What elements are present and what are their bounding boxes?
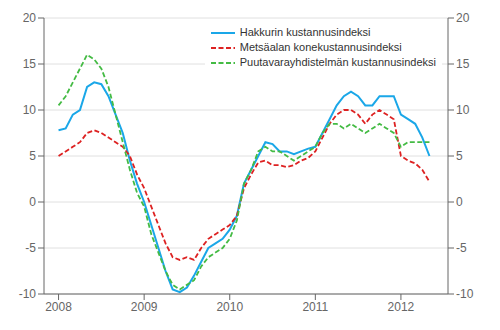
svg-text:15: 15	[23, 57, 37, 71]
svg-text:-5: -5	[456, 241, 467, 255]
svg-text:2009: 2009	[131, 300, 158, 314]
svg-text:0: 0	[29, 195, 36, 209]
html-text:Metsäalan konekustannusindeksi: Metsäalan konekustannusindeksi	[239, 41, 402, 53]
svg-text:0: 0	[456, 195, 463, 209]
svg-text:15: 15	[456, 57, 470, 71]
svg-text:2008: 2008	[45, 300, 72, 314]
svg-text:10: 10	[23, 103, 37, 117]
svg-text:-10: -10	[456, 287, 474, 301]
html-text:Hakkurin kustannusindeksi: Hakkurin kustannusindeksi	[239, 26, 371, 38]
svg-text:2010: 2010	[216, 300, 243, 314]
svg-text:5: 5	[456, 149, 463, 163]
svg-text:2011: 2011	[302, 300, 328, 314]
html-text:Puutavarayhdistelmän kustannus: Puutavarayhdistelmän kustannusindeksi	[239, 56, 436, 68]
svg-text:10: 10	[456, 103, 470, 117]
svg-text:2012: 2012	[388, 300, 415, 314]
svg-text:-5: -5	[25, 241, 36, 255]
svg-text:20: 20	[456, 11, 470, 25]
svg-text:20: 20	[23, 11, 37, 25]
svg-text:5: 5	[29, 149, 36, 163]
svg-text:-10: -10	[19, 287, 37, 301]
